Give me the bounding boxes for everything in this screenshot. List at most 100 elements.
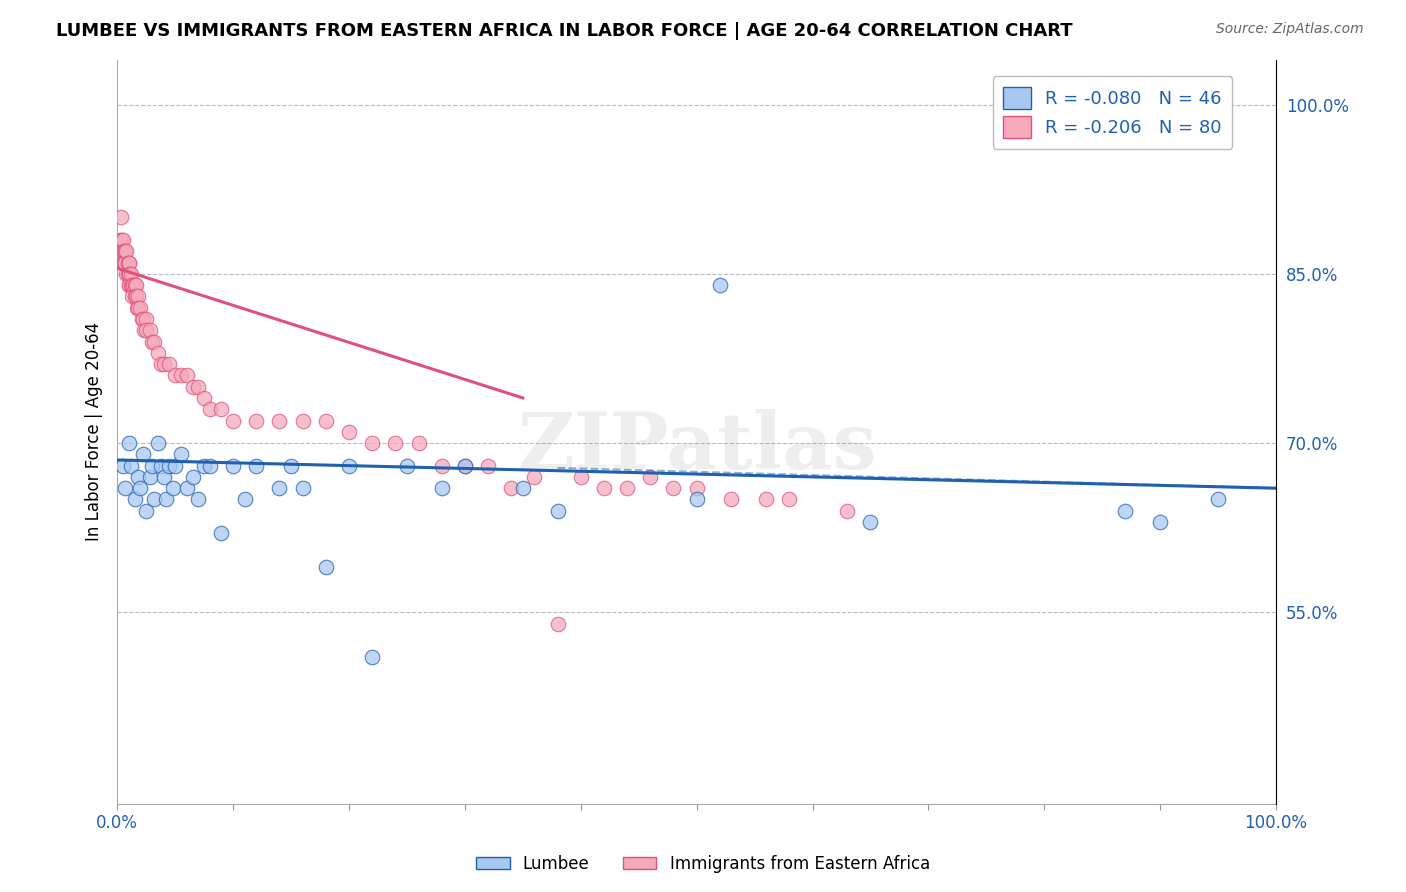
Point: [187, 492, 209, 507]
Legend: Lumbee, Immigrants from Eastern Africa: Lumbee, Immigrants from Eastern Africa: [470, 848, 936, 880]
Point: [454, 458, 477, 473]
Point: [111, 244, 134, 259]
Point: [315, 413, 337, 427]
Point: [640, 470, 662, 484]
Point: [720, 492, 742, 507]
Point: [112, 255, 135, 269]
Point: [187, 379, 209, 393]
Point: [115, 267, 138, 281]
Point: [685, 481, 707, 495]
Point: [211, 526, 233, 541]
Point: [120, 278, 142, 293]
Point: [141, 458, 163, 473]
Point: [778, 492, 800, 507]
Point: [165, 368, 187, 383]
Point: [135, 312, 157, 326]
Point: [837, 504, 859, 518]
Point: [129, 481, 152, 495]
Point: [118, 278, 141, 293]
Point: [176, 481, 198, 495]
Point: [118, 255, 141, 269]
Legend: R = -0.080   N = 46, R = -0.206   N = 80: R = -0.080 N = 46, R = -0.206 N = 80: [993, 76, 1232, 149]
Point: [280, 458, 302, 473]
Point: [125, 301, 148, 315]
Point: [143, 492, 166, 507]
Point: [129, 301, 152, 315]
Point: [395, 458, 418, 473]
Point: [150, 357, 173, 371]
Point: [131, 447, 153, 461]
Point: [198, 402, 221, 417]
Point: [384, 436, 406, 450]
Point: [120, 458, 142, 473]
Point: [616, 481, 638, 495]
Point: [547, 616, 569, 631]
Point: [233, 492, 256, 507]
Point: [198, 458, 221, 473]
Point: [111, 233, 134, 247]
Point: [547, 504, 569, 518]
Point: [291, 481, 314, 495]
Point: [315, 560, 337, 574]
Point: [117, 267, 139, 281]
Point: [111, 233, 134, 247]
Point: [118, 267, 141, 281]
Text: Source: ZipAtlas.com: Source: ZipAtlas.com: [1216, 22, 1364, 37]
Point: [127, 289, 149, 303]
Point: [1206, 492, 1229, 507]
Point: [477, 458, 499, 473]
Point: [114, 244, 136, 259]
Point: [430, 458, 453, 473]
Point: [291, 413, 314, 427]
Point: [222, 458, 245, 473]
Point: [361, 436, 384, 450]
Point: [122, 278, 145, 293]
Point: [141, 334, 163, 349]
Point: [108, 233, 131, 247]
Point: [124, 289, 146, 303]
Point: [152, 470, 174, 484]
Point: [127, 470, 149, 484]
Point: [245, 458, 267, 473]
Point: [176, 368, 198, 383]
Point: [124, 278, 146, 293]
Point: [118, 267, 141, 281]
Point: [124, 492, 146, 507]
Point: [120, 267, 142, 281]
Point: [361, 650, 384, 665]
Point: [111, 458, 134, 473]
Point: [337, 458, 360, 473]
Point: [135, 504, 157, 518]
Point: [121, 278, 143, 293]
Point: [170, 368, 193, 383]
Point: [118, 436, 141, 450]
Point: [111, 255, 134, 269]
Point: [131, 312, 153, 326]
Point: [157, 357, 180, 371]
Point: [146, 436, 169, 450]
Point: [211, 402, 233, 417]
Point: [155, 492, 177, 507]
Point: [1149, 515, 1171, 529]
Point: [337, 425, 360, 439]
Point: [157, 458, 180, 473]
Y-axis label: In Labor Force | Age 20-64: In Labor Force | Age 20-64: [86, 322, 103, 541]
Point: [269, 481, 291, 495]
Point: [859, 515, 882, 529]
Point: [146, 346, 169, 360]
Point: [193, 391, 215, 405]
Point: [152, 357, 174, 371]
Point: [118, 255, 141, 269]
Point: [193, 458, 215, 473]
Point: [222, 413, 245, 427]
Point: [165, 458, 187, 473]
Point: [114, 255, 136, 269]
Point: [132, 323, 155, 337]
Point: [143, 334, 166, 349]
Point: [125, 289, 148, 303]
Point: [118, 278, 141, 293]
Point: [117, 255, 139, 269]
Point: [512, 481, 534, 495]
Point: [181, 470, 204, 484]
Point: [138, 323, 160, 337]
